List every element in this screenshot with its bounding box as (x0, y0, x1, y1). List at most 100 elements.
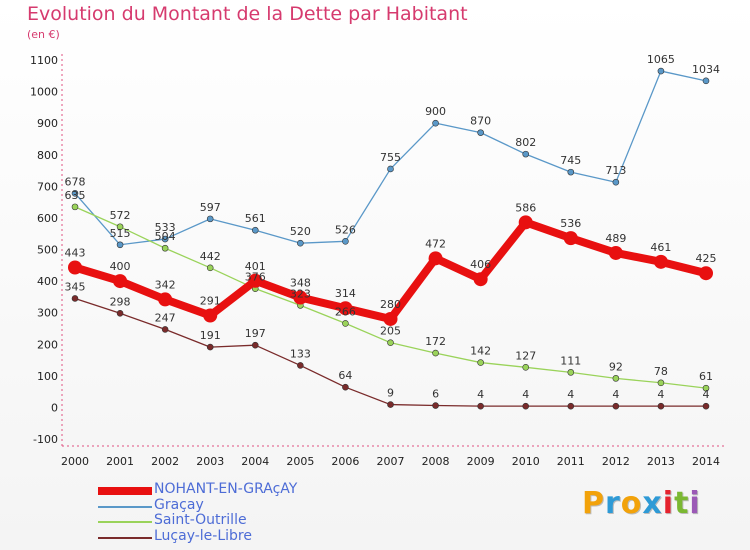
legend-swatch (98, 521, 152, 523)
data-label: 678 (65, 175, 86, 188)
data-label: 745 (560, 154, 581, 167)
data-point (161, 244, 169, 252)
data-label: 78 (654, 365, 668, 378)
data-point (206, 264, 214, 272)
data-point (522, 402, 530, 410)
data-point (612, 375, 620, 382)
data-label: 323 (290, 287, 311, 300)
data-point (297, 362, 304, 369)
legend-label: Saint-Outrille (154, 512, 247, 528)
data-point (161, 235, 169, 243)
y-tick-label: 800 (37, 149, 58, 162)
data-point (702, 384, 710, 392)
logo-letter: r (605, 486, 621, 521)
data-label: 205 (380, 325, 401, 338)
x-tick-label: 2013 (647, 455, 675, 468)
data-label: 376 (245, 271, 266, 284)
data-label: 443 (65, 247, 86, 260)
x-tick-label: 2007 (377, 455, 405, 468)
data-point (567, 168, 575, 176)
x-tick-label: 2006 (331, 455, 359, 468)
data-point (116, 309, 124, 317)
data-label: 870 (470, 115, 491, 128)
data-point (387, 401, 394, 408)
data-point (161, 326, 169, 333)
data-label: 4 (703, 388, 710, 401)
data-label: 6 (432, 388, 439, 401)
proxiti-logo: Proxiti (582, 486, 701, 521)
data-label: 4 (567, 388, 574, 401)
data-point (567, 402, 575, 410)
legend-swatch (98, 487, 152, 495)
data-point (116, 223, 124, 231)
data-point (342, 320, 349, 327)
data-label: 536 (560, 217, 581, 230)
data-label: 4 (657, 388, 664, 401)
data-point (657, 379, 665, 387)
logo-letter: t (674, 486, 690, 521)
data-point (71, 203, 79, 211)
data-label: 520 (290, 225, 311, 238)
data-label: 191 (200, 329, 221, 342)
x-tick-label: 2009 (467, 455, 495, 468)
data-point (477, 359, 484, 366)
data-point (338, 301, 353, 316)
data-point (387, 165, 394, 173)
data-point (473, 272, 488, 287)
y-tick-label: 0 (51, 401, 58, 414)
data-point (251, 226, 259, 234)
data-label: 345 (65, 280, 86, 293)
data-point (432, 349, 439, 357)
data-label: 9 (387, 387, 394, 400)
data-label: 400 (110, 260, 131, 273)
data-label: 4 (612, 388, 619, 401)
y-tick-label: 300 (37, 307, 58, 320)
x-tick-label: 2004 (241, 455, 269, 468)
data-label: 489 (605, 232, 626, 245)
data-point (522, 364, 530, 371)
data-point (68, 260, 82, 275)
data-label: 4 (477, 388, 484, 401)
data-point (563, 231, 578, 246)
data-point (702, 402, 710, 410)
data-label: 314 (335, 287, 356, 300)
data-label: 515 (110, 227, 131, 240)
y-tick-label: 100 (37, 370, 58, 383)
data-label: 442 (200, 250, 221, 263)
x-tick-label: 2014 (692, 455, 720, 468)
data-label: 425 (696, 252, 717, 265)
legend-swatch (98, 505, 152, 508)
chart-title: Evolution du Montant de la Dette par Hab… (27, 3, 468, 25)
logo-letter: x (642, 486, 663, 521)
data-point (251, 341, 259, 349)
data-label: 572 (110, 209, 131, 222)
data-label: 561 (245, 212, 266, 225)
data-point (657, 67, 665, 75)
data-point (699, 266, 713, 281)
data-point (297, 239, 304, 247)
data-label: 406 (470, 258, 491, 271)
data-point (567, 369, 575, 376)
data-label: 461 (650, 241, 671, 254)
legend-label: Luçay-le-Libre (154, 527, 252, 544)
logo-letter: i (689, 486, 701, 521)
data-label: 348 (290, 277, 311, 290)
logo-letter: i (662, 486, 675, 521)
data-label: 142 (470, 345, 491, 358)
data-label: 342 (155, 278, 176, 291)
data-point (383, 311, 398, 326)
data-label: 197 (245, 327, 266, 340)
data-point (387, 339, 394, 346)
data-point (432, 119, 439, 127)
y-tick-label: 200 (37, 338, 58, 351)
data-point (608, 245, 623, 260)
data-label: 64 (338, 369, 352, 382)
data-label: 266 (335, 305, 356, 318)
data-label: 504 (155, 230, 176, 243)
data-label: 533 (155, 221, 176, 234)
x-tick-label: 2003 (196, 455, 224, 468)
data-label: 586 (515, 201, 536, 214)
data-label: 291 (200, 295, 221, 308)
data-point (522, 150, 530, 158)
y-tick-label: 1100 (30, 54, 58, 67)
